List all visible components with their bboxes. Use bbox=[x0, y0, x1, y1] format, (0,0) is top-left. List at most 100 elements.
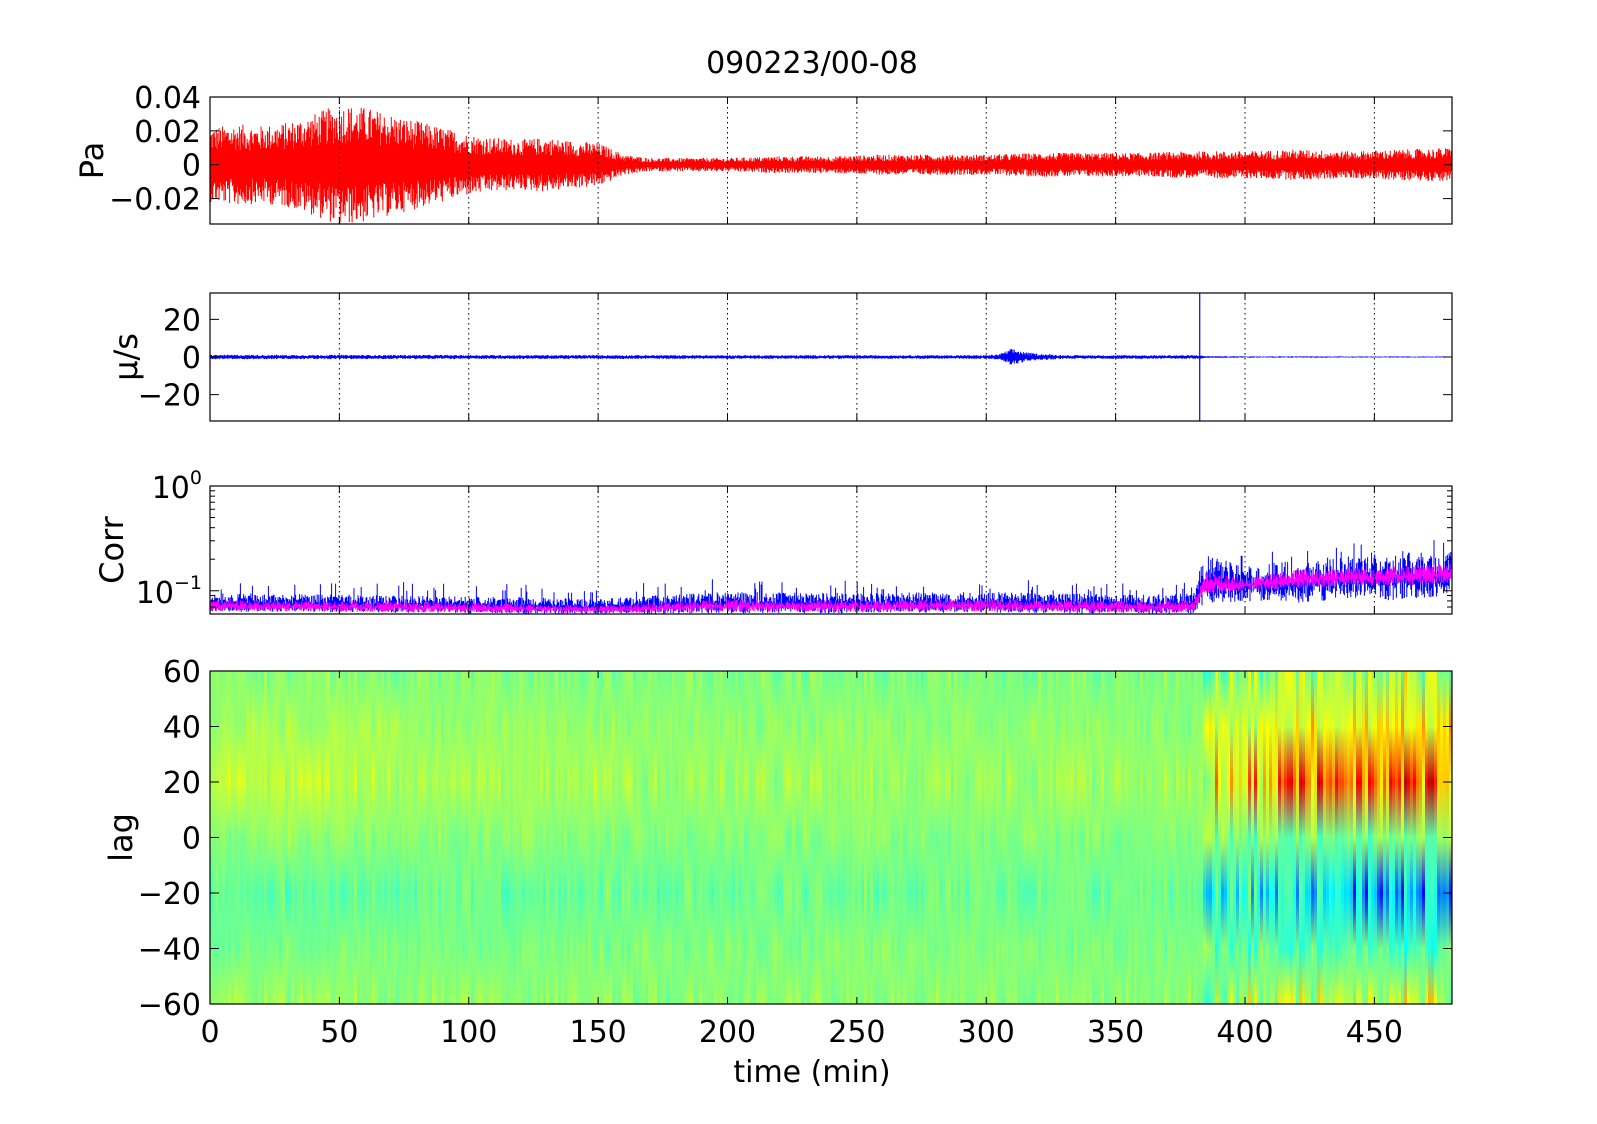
heatmap-column bbox=[327, 671, 331, 1004]
heatmap-column bbox=[1248, 671, 1252, 1004]
heatmap-column bbox=[351, 671, 355, 1004]
heatmap-column bbox=[933, 671, 937, 1004]
heatmap-column bbox=[438, 671, 442, 1004]
heatmap-column bbox=[831, 671, 835, 1004]
heatmap-cells bbox=[210, 671, 1452, 1004]
heatmap-column bbox=[1050, 671, 1054, 1004]
heatmap-column bbox=[816, 671, 820, 1004]
heatmap-column bbox=[732, 671, 736, 1004]
heatmap-column bbox=[549, 671, 553, 1004]
heatmap-column bbox=[1419, 671, 1423, 1004]
heatmap-column bbox=[1089, 671, 1093, 1004]
heatmap-column bbox=[1146, 671, 1150, 1004]
heatmap-column bbox=[1158, 671, 1162, 1004]
heatmap-column bbox=[1071, 671, 1075, 1004]
heatmap-column bbox=[225, 671, 229, 1004]
heatmap-column bbox=[837, 671, 841, 1004]
heatmap-column bbox=[684, 671, 688, 1004]
axes-frame bbox=[209, 485, 1453, 615]
heatmap-column bbox=[909, 671, 913, 1004]
heatmap-column bbox=[417, 671, 421, 1004]
heatmap-column bbox=[1413, 671, 1417, 1004]
heatmap-column bbox=[633, 671, 637, 1004]
heatmap-column bbox=[1404, 671, 1408, 1004]
heatmap-column bbox=[789, 671, 793, 1004]
heatmap-column bbox=[654, 671, 658, 1004]
heatmap-column bbox=[1389, 671, 1393, 1004]
heatmap-column bbox=[885, 671, 889, 1004]
heatmap-column bbox=[630, 671, 634, 1004]
heatmap-column bbox=[1266, 671, 1270, 1004]
heatmap-column bbox=[939, 671, 943, 1004]
heatmap-column bbox=[1338, 671, 1342, 1004]
heatmap-column bbox=[849, 671, 853, 1004]
heatmap-column bbox=[1044, 671, 1048, 1004]
heatmap-column bbox=[1233, 671, 1237, 1004]
heatmap-column bbox=[636, 671, 640, 1004]
x-tick-label: 400 bbox=[1216, 1015, 1273, 1050]
heatmap-column bbox=[1308, 671, 1312, 1004]
heatmap-column bbox=[930, 671, 934, 1004]
heatmap-column bbox=[525, 671, 529, 1004]
heatmap-column bbox=[492, 671, 496, 1004]
x-tick-label: 250 bbox=[828, 1015, 885, 1050]
heatmap-column bbox=[1320, 671, 1324, 1004]
heatmap-column bbox=[1269, 671, 1273, 1004]
heatmap-column bbox=[414, 671, 418, 1004]
heatmap-column bbox=[444, 671, 448, 1004]
heatmap-column bbox=[1170, 671, 1174, 1004]
heatmap-column bbox=[921, 671, 925, 1004]
heatmap-column bbox=[711, 671, 715, 1004]
heatmap-column bbox=[429, 671, 433, 1004]
y-tick-label: −40 bbox=[138, 933, 201, 968]
heatmap-column bbox=[642, 671, 646, 1004]
heatmap-column bbox=[1434, 671, 1438, 1004]
heatmap-column bbox=[1005, 671, 1009, 1004]
heatmap-column bbox=[609, 671, 613, 1004]
heatmap-column bbox=[519, 671, 523, 1004]
heatmap-column bbox=[927, 671, 931, 1004]
heatmap-column bbox=[1119, 671, 1123, 1004]
heatmap-column bbox=[255, 671, 259, 1004]
heatmap-column bbox=[600, 671, 604, 1004]
heatmap-column bbox=[696, 671, 700, 1004]
heatmap-column bbox=[441, 671, 445, 1004]
heatmap-column bbox=[1017, 671, 1021, 1004]
heatmap-column bbox=[423, 671, 427, 1004]
heatmap-column bbox=[1194, 671, 1198, 1004]
heatmap-column bbox=[1431, 671, 1435, 1004]
heatmap-column bbox=[1212, 671, 1216, 1004]
heatmap-column bbox=[747, 671, 751, 1004]
heatmap-column bbox=[309, 671, 313, 1004]
heatmap-column bbox=[1053, 671, 1057, 1004]
heatmap-column bbox=[1353, 671, 1357, 1004]
heatmap-column bbox=[372, 671, 376, 1004]
heatmap-column bbox=[855, 671, 859, 1004]
heatmap-column bbox=[477, 671, 481, 1004]
heatmap-column bbox=[432, 671, 436, 1004]
heatmap-column bbox=[1329, 671, 1333, 1004]
heatmap-column bbox=[402, 671, 406, 1004]
heatmap-column bbox=[1134, 671, 1138, 1004]
heatmap-column bbox=[1383, 671, 1387, 1004]
heatmap-column bbox=[900, 671, 904, 1004]
heatmap-column bbox=[1095, 671, 1099, 1004]
heatmap-column bbox=[897, 671, 901, 1004]
heatmap-column bbox=[840, 671, 844, 1004]
heatmap-column bbox=[1290, 671, 1294, 1004]
heatmap-column bbox=[1098, 671, 1102, 1004]
heatmap-column bbox=[495, 671, 499, 1004]
heatmap-column bbox=[315, 671, 319, 1004]
heatmap-column bbox=[555, 671, 559, 1004]
heatmap-column bbox=[1425, 671, 1429, 1004]
heatmap-column bbox=[258, 671, 262, 1004]
heatmap-column bbox=[771, 671, 775, 1004]
heatmap-column bbox=[1041, 671, 1045, 1004]
y-axis-label: μ/s bbox=[107, 333, 145, 381]
heatmap-column bbox=[279, 671, 283, 1004]
y-tick-label: −0.02 bbox=[109, 183, 201, 218]
heatmap-column bbox=[576, 671, 580, 1004]
heatmap-column bbox=[1203, 671, 1207, 1004]
heatmap-column bbox=[1293, 671, 1297, 1004]
heatmap-column bbox=[1350, 671, 1354, 1004]
